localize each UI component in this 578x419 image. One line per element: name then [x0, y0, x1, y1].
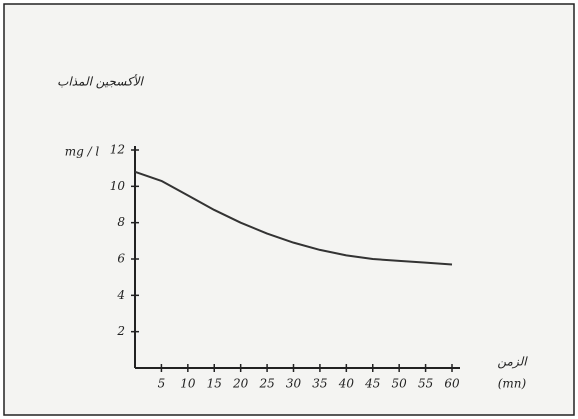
x-tick-label: 5 [158, 377, 166, 391]
y-tick-label: 10 [110, 179, 126, 193]
y-tick-label: 12 [110, 143, 125, 157]
x-tick-label: 55 [418, 377, 433, 391]
y-axis-unit: mg / l [65, 145, 100, 159]
x-axis-label: الزمن [497, 355, 528, 369]
y-tick-label: 6 [117, 252, 125, 266]
x-tick-label: 15 [207, 377, 222, 391]
x-tick-label: 45 [364, 377, 380, 391]
x-tick-label: 25 [258, 377, 274, 391]
paper [3, 3, 575, 416]
x-tick-label: 60 [444, 377, 460, 391]
y-axis-label: الأكسجين المذاب [57, 74, 144, 89]
x-tick-label: 35 [312, 377, 327, 391]
x-tick-label: 30 [286, 377, 302, 391]
x-tick-label: 40 [338, 377, 355, 391]
data-line [134, 170, 453, 266]
x-axis-unit: (mn) [498, 377, 527, 391]
y-tick-label: 8 [117, 215, 125, 229]
x-tick-label: 50 [392, 377, 408, 391]
y-tick-label: 2 [116, 324, 125, 338]
x-tick-label: 20 [232, 377, 249, 391]
x-tick-label: 10 [180, 377, 196, 391]
y-tick-label: 4 [116, 288, 125, 302]
